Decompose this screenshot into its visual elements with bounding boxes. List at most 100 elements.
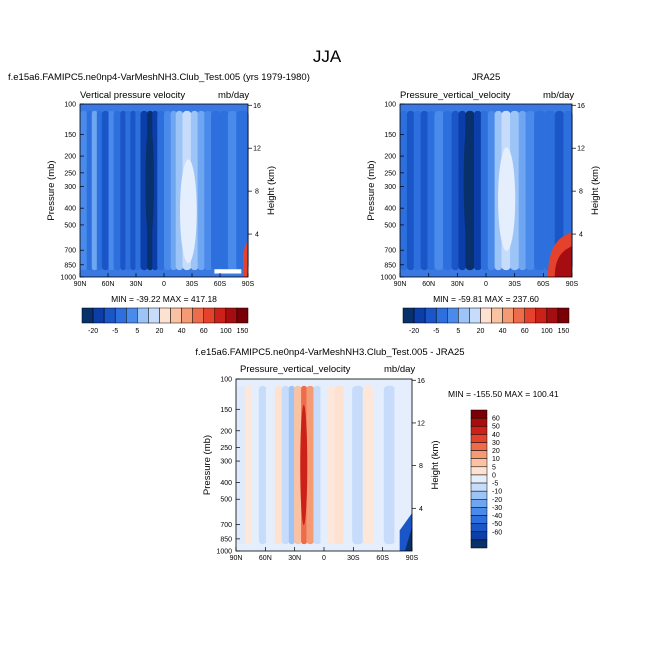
panel3-contour-band	[362, 385, 374, 545]
pressure-tick-label: 400	[384, 206, 396, 213]
colorbar-box	[470, 409, 488, 419]
pressure-tick-label: 300	[384, 184, 396, 191]
figure-title: JJA	[312, 47, 342, 66]
colorbar-box	[470, 482, 488, 492]
panel2-contour-band	[406, 110, 415, 271]
colorbar-label: -5	[433, 328, 439, 335]
lat-tick-label: 60S	[214, 281, 227, 288]
panel3-contour-band	[313, 385, 322, 545]
panel1-contour-band	[96, 110, 103, 271]
colorbar-box	[491, 307, 503, 324]
height-tick-label: 16	[417, 378, 425, 385]
pressure-tick-label: 850	[64, 262, 76, 269]
lat-tick-label: 30N	[130, 281, 143, 288]
panel3-contour-band	[327, 385, 336, 545]
colorbar-label: 60	[200, 328, 208, 335]
colorbar-label: 5	[456, 328, 460, 335]
colorbar-label: -20	[492, 497, 502, 504]
colorbar-box	[148, 307, 160, 324]
panel3-contour-band	[343, 385, 353, 545]
panel1-contour-band	[164, 110, 172, 271]
colorbar-box	[192, 307, 204, 324]
lat-tick-label: 90N	[230, 555, 243, 562]
panel3-contour-band	[294, 385, 302, 545]
panel1-contour-band	[80, 110, 88, 271]
panel1-contour-band	[130, 110, 137, 271]
lat-tick-label: 0	[322, 555, 326, 562]
colorbar-label: -40	[492, 513, 502, 520]
height-tick-label: 4	[419, 506, 423, 513]
panel1-field	[80, 104, 249, 277]
panel2-contour-band	[554, 110, 564, 271]
pressure-tick-label: 1000	[60, 275, 76, 282]
lat-tick-label: 30N	[288, 555, 301, 562]
panel1-feature	[214, 269, 242, 274]
height-tick-label: 12	[577, 146, 585, 153]
panel2-contour-band	[443, 110, 453, 271]
panel2-units: mb/day	[543, 90, 575, 101]
panel3-header: f.e15a6.FAMIPC5.ne0np4-VarMeshNH3.Club_T…	[195, 347, 465, 358]
panel2-contour-band	[525, 110, 535, 271]
panel1-contour-band	[120, 110, 126, 271]
colorbar-box	[470, 539, 488, 549]
panel3-contour-band	[281, 385, 290, 545]
colorbar-label: 150	[558, 328, 570, 335]
colorbar-label: 100	[220, 328, 232, 335]
panel2-contour-band	[400, 110, 408, 271]
colorbar-label: -50	[492, 521, 502, 528]
panel1-contour-band	[236, 110, 249, 271]
colorbar-box	[470, 531, 488, 541]
panel1-contour-band	[219, 110, 229, 271]
pressure-tick-label: 200	[220, 428, 232, 435]
lat-tick-label: 90S	[406, 555, 419, 562]
pressure-tick-label: 850	[220, 536, 232, 543]
colorbar-box	[470, 499, 488, 508]
height-tick-label: 8	[419, 463, 423, 470]
panel2-header: JRA25	[471, 72, 501, 83]
colorbar-box	[470, 442, 488, 451]
panel3-contour-band	[236, 385, 246, 545]
colorbar-label: 40	[178, 328, 186, 335]
panel2-variable: Pressure_vertical_velocity	[400, 90, 511, 101]
panel2-contour-band	[473, 110, 482, 271]
colorbar-label: -5	[492, 481, 498, 488]
colorbar-box	[470, 507, 488, 516]
panel3-contour-band	[251, 385, 260, 545]
panel3-feature	[300, 404, 308, 526]
lat-tick-label: 30N	[451, 281, 464, 288]
pressure-tick-label: 100	[64, 102, 76, 109]
colorbar-label: 60	[521, 328, 529, 335]
panel3-contour-band	[334, 385, 344, 545]
panel1-contour-band	[152, 110, 158, 271]
colorbar-box	[103, 307, 116, 324]
panel3-units: mb/day	[384, 364, 416, 375]
colorbar-box	[470, 515, 488, 524]
colorbar-box	[470, 425, 488, 435]
colorbar-box	[470, 474, 488, 484]
colorbar-box	[546, 307, 559, 324]
panel2-contour-band	[544, 110, 556, 271]
colorbar-label: -10	[492, 489, 502, 496]
colorbar-label: 150	[237, 328, 249, 335]
panel3-contour-band	[394, 385, 413, 545]
panel2-field	[400, 104, 573, 277]
panel1-ylabel: Pressure (mb)	[46, 160, 57, 220]
panel1-contour-band	[140, 110, 148, 271]
panel2-contour-band	[458, 110, 466, 271]
colorbar-box	[470, 490, 488, 500]
colorbar-label: -20	[409, 328, 419, 335]
colorbar-box	[159, 307, 171, 324]
colorbar-label: 100	[541, 328, 553, 335]
panel2-contour-band	[451, 110, 460, 271]
panel3-contour-band	[288, 385, 295, 545]
colorbar-label: 30	[492, 440, 500, 447]
pressure-tick-label: 100	[220, 377, 232, 384]
panel2-ylabel: Pressure (mb)	[366, 160, 377, 220]
colorbar-box	[458, 307, 470, 324]
panel2-feature	[498, 147, 516, 252]
panel1-feature	[145, 121, 154, 243]
panel2-contour-band	[413, 110, 422, 271]
lat-tick-label: 0	[484, 281, 488, 288]
colorbar-box	[435, 307, 448, 324]
panel1-contour-band	[108, 110, 115, 271]
